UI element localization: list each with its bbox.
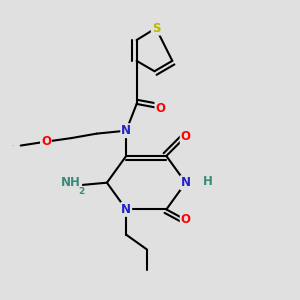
Text: 2: 2 [79, 187, 85, 196]
Text: O: O [41, 135, 51, 148]
Text: O: O [13, 145, 14, 146]
Text: S: S [152, 22, 160, 34]
Text: O: O [20, 145, 21, 146]
Text: H: H [203, 175, 213, 188]
Text: O: O [155, 102, 165, 115]
Text: O: O [181, 213, 191, 226]
Text: NH: NH [61, 176, 81, 189]
Text: N: N [121, 203, 131, 216]
Text: N: N [181, 176, 191, 189]
Text: O: O [181, 130, 191, 143]
Text: N: N [121, 124, 131, 137]
